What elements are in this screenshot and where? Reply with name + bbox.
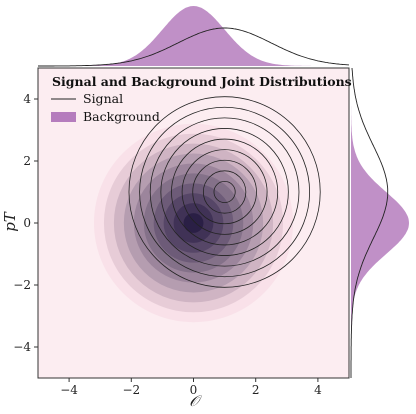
signal-contour-level-8 xyxy=(202,170,247,214)
signal-x-marginal xyxy=(38,27,350,67)
top-marginal-panel xyxy=(38,6,350,67)
signal-contour-level-5 xyxy=(171,138,279,246)
y-tick-label: −2 xyxy=(13,278,31,292)
signal-contour-level-3 xyxy=(149,117,300,267)
background-filled-contours xyxy=(93,123,294,323)
y-tick-label: −4 xyxy=(13,340,31,354)
x-tick-label: 4 xyxy=(314,383,322,397)
y-tick-label: 0 xyxy=(23,216,31,230)
chart-title: Signal and Background Joint Distribution… xyxy=(52,74,352,89)
legend: Signal and Background Joint Distribution… xyxy=(51,74,352,124)
x-tick-label: 2 xyxy=(252,383,260,397)
background-contour-level-10 xyxy=(183,213,204,233)
legend-signal-label: Signal xyxy=(83,91,123,106)
y-tick-label: 4 xyxy=(23,92,31,106)
x-tick-label: 0 xyxy=(190,383,198,397)
y-axis-label: pT xyxy=(1,211,19,232)
x-tick-label: −4 xyxy=(60,383,78,397)
signal-y-marginal xyxy=(350,67,389,378)
legend-background-swatch xyxy=(51,112,76,122)
signal-contour-level-2 xyxy=(139,106,311,278)
signal-line-contours xyxy=(128,96,321,288)
x-tick-label: −2 xyxy=(122,383,140,397)
right-marginal-panel xyxy=(350,67,409,378)
signal-contour-level-9 xyxy=(213,181,236,203)
axis-ticks: −4 −2 0 2 4 −4 −2 0 2 4 xyxy=(13,92,322,397)
signal-contour-level-4 xyxy=(160,128,289,256)
signal-contour-level-6 xyxy=(181,149,268,235)
y-tick-label: 2 xyxy=(23,154,31,168)
x-axis-label: 𝒪 xyxy=(189,392,202,410)
signal-contour-level-7 xyxy=(192,159,257,225)
signal-contour-level-1 xyxy=(128,96,321,288)
legend-background-label: Background xyxy=(83,109,160,124)
